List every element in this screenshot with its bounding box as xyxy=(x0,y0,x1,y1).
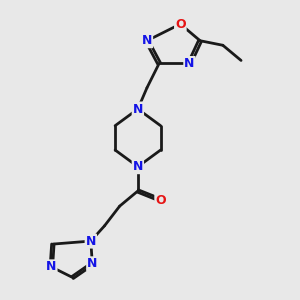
Text: O: O xyxy=(175,17,186,31)
Text: N: N xyxy=(87,257,98,270)
Text: N: N xyxy=(184,57,195,70)
Text: N: N xyxy=(46,260,56,273)
Text: N: N xyxy=(133,103,143,116)
Text: N: N xyxy=(133,160,143,173)
Text: N: N xyxy=(85,235,96,248)
Text: O: O xyxy=(155,194,166,207)
Text: N: N xyxy=(142,34,152,47)
